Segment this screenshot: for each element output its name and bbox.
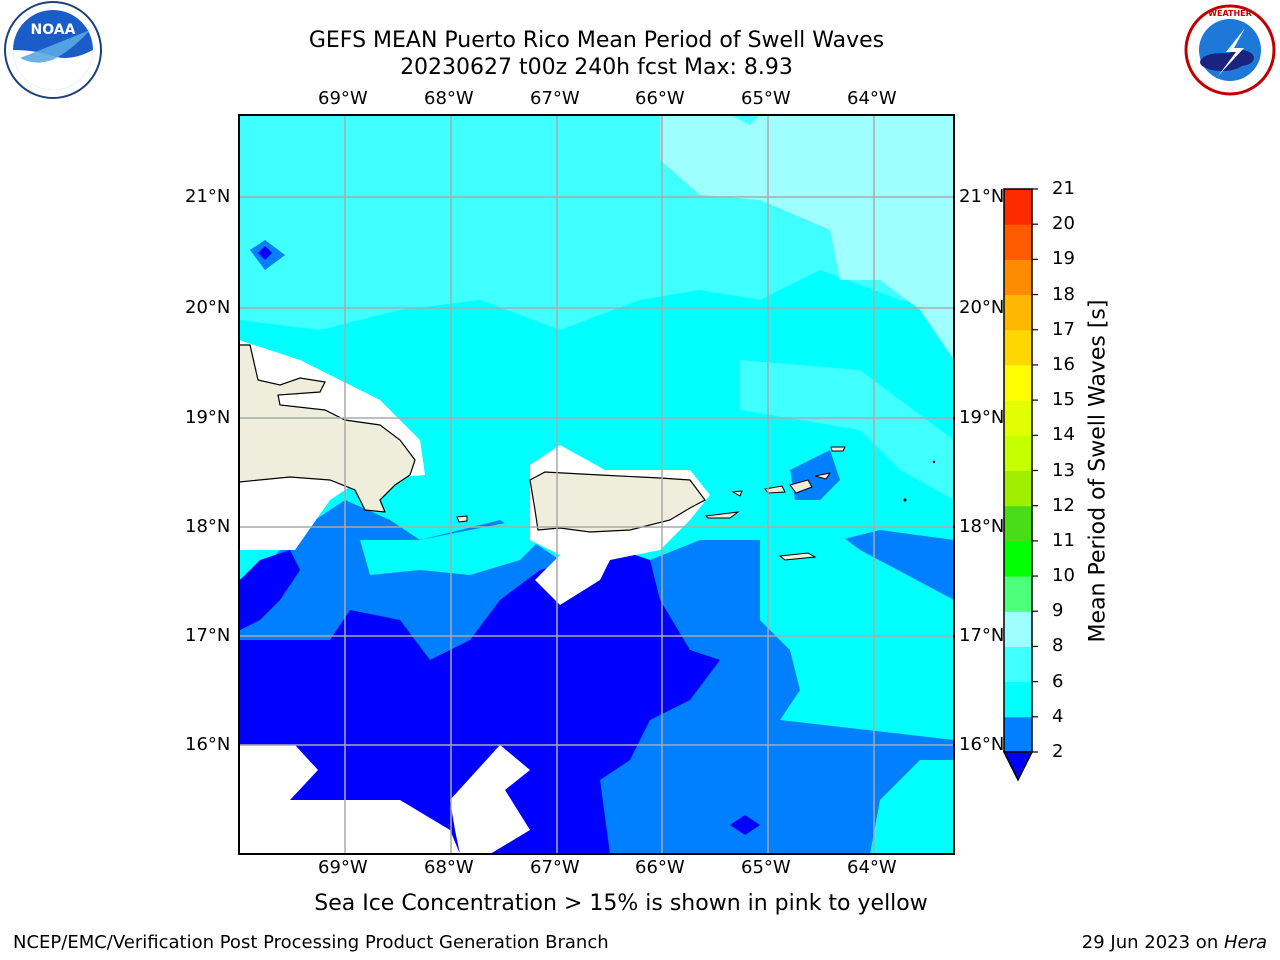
lon-label-bottom: 69°W — [318, 857, 368, 878]
map-area — [239, 115, 954, 854]
lat-label-left: 16°N — [185, 734, 231, 755]
nws-logo: WEATHER — [1184, 4, 1276, 96]
colorbar-segment — [1004, 576, 1032, 612]
colorbar-segment — [1004, 189, 1032, 225]
footer-date: 29 Jun 2023 on Hera — [1082, 932, 1267, 953]
colorbar-tick-label: 9 — [1052, 600, 1064, 622]
map-frame — [238, 114, 955, 855]
colorbar-tick-label: 15 — [1052, 389, 1075, 411]
colorbar-segment — [1004, 505, 1032, 542]
colorbar-extend-arrow — [1002, 751, 1034, 782]
lon-label-bottom: 65°W — [741, 857, 791, 878]
chart-title-line1: GEFS MEAN Puerto Rico Mean Period of Swe… — [308, 28, 885, 53]
colorbar-segment — [1004, 435, 1032, 471]
colorbar-segment — [1004, 611, 1032, 647]
lat-label-right: 17°N — [959, 625, 1005, 646]
lat-label-left: 21°N — [185, 186, 231, 207]
svg-text:WEATHER: WEATHER — [1208, 9, 1252, 18]
colorbar-label: Mean Period of Swell Waves [s] — [1085, 299, 1111, 643]
colorbar-tick-label: 18 — [1052, 283, 1075, 305]
colorbar-tick-label: 17 — [1052, 318, 1075, 340]
colorbar-tick-label: 11 — [1052, 529, 1075, 551]
graticule — [239, 115, 954, 854]
footer-credit: NCEP/EMC/Verification Post Processing Pr… — [13, 932, 609, 953]
lon-label-top: 67°W — [530, 88, 580, 109]
colorbar-segment — [1004, 259, 1032, 296]
colorbar-segment — [1004, 400, 1032, 436]
lat-label-right: 20°N — [959, 297, 1005, 318]
lon-label-top: 66°W — [635, 88, 685, 109]
colorbar-tick-label: 16 — [1052, 353, 1075, 375]
noaa-logo: NOAA — [4, 1, 102, 99]
lat-label-right: 21°N — [959, 186, 1005, 207]
colorbar-tick-label: 6 — [1052, 670, 1064, 692]
lat-label-left: 17°N — [185, 625, 231, 646]
colorbar-segment — [1004, 329, 1032, 366]
lon-label-bottom: 66°W — [635, 857, 685, 878]
lat-label-right: 16°N — [959, 734, 1005, 755]
lat-label-left: 20°N — [185, 297, 231, 318]
lat-label-right: 19°N — [959, 407, 1005, 428]
lon-label-bottom: 64°W — [847, 857, 897, 878]
lat-label-left: 18°N — [185, 516, 231, 537]
lon-label-bottom: 67°W — [530, 857, 580, 878]
sea-ice-caption: Sea Ice Concentration > 15% is shown in … — [314, 891, 928, 916]
chart-title-line2: 20230627 t00z 240h fcst Max: 8.93 — [400, 55, 793, 80]
noaa-logo-text: NOAA — [31, 22, 76, 38]
colorbar-tick-label: 12 — [1052, 494, 1075, 516]
lon-label-top: 64°W — [847, 88, 897, 109]
colorbar-segment — [1004, 681, 1032, 718]
colorbar-segment — [1004, 364, 1032, 401]
colorbar-tick-label: 21 — [1052, 178, 1075, 199]
colorbar-segment — [1004, 224, 1032, 260]
footer-date-text: 29 Jun 2023 on — [1081, 932, 1224, 953]
lat-label-left: 19°N — [185, 407, 231, 428]
colorbar-segment — [1004, 716, 1032, 753]
colorbar-tick-label: 13 — [1052, 459, 1075, 481]
footer-host: Hera — [1223, 932, 1267, 953]
lon-label-top: 68°W — [424, 88, 474, 109]
colorbar-segment — [1004, 294, 1032, 331]
lon-label-bottom: 68°W — [424, 857, 474, 878]
lon-label-top: 69°W — [318, 88, 368, 109]
colorbar-tick-label: 2 — [1052, 741, 1064, 762]
colorbar-tick-label: 4 — [1052, 705, 1064, 727]
colorbar-segment — [1004, 646, 1032, 683]
colorbar-segment — [1004, 470, 1032, 507]
lon-label-top: 65°W — [741, 88, 791, 109]
colorbar-tick-label: 20 — [1052, 213, 1075, 235]
lat-label-right: 18°N — [959, 516, 1005, 537]
colorbar-tick-label: 10 — [1052, 565, 1075, 587]
colorbar — [1002, 188, 1038, 782]
colorbar-tick-label: 8 — [1052, 635, 1064, 657]
colorbar-tick-label: 19 — [1052, 248, 1075, 270]
colorbar-tick-label: 14 — [1052, 424, 1075, 446]
colorbar-segment — [1004, 540, 1032, 577]
